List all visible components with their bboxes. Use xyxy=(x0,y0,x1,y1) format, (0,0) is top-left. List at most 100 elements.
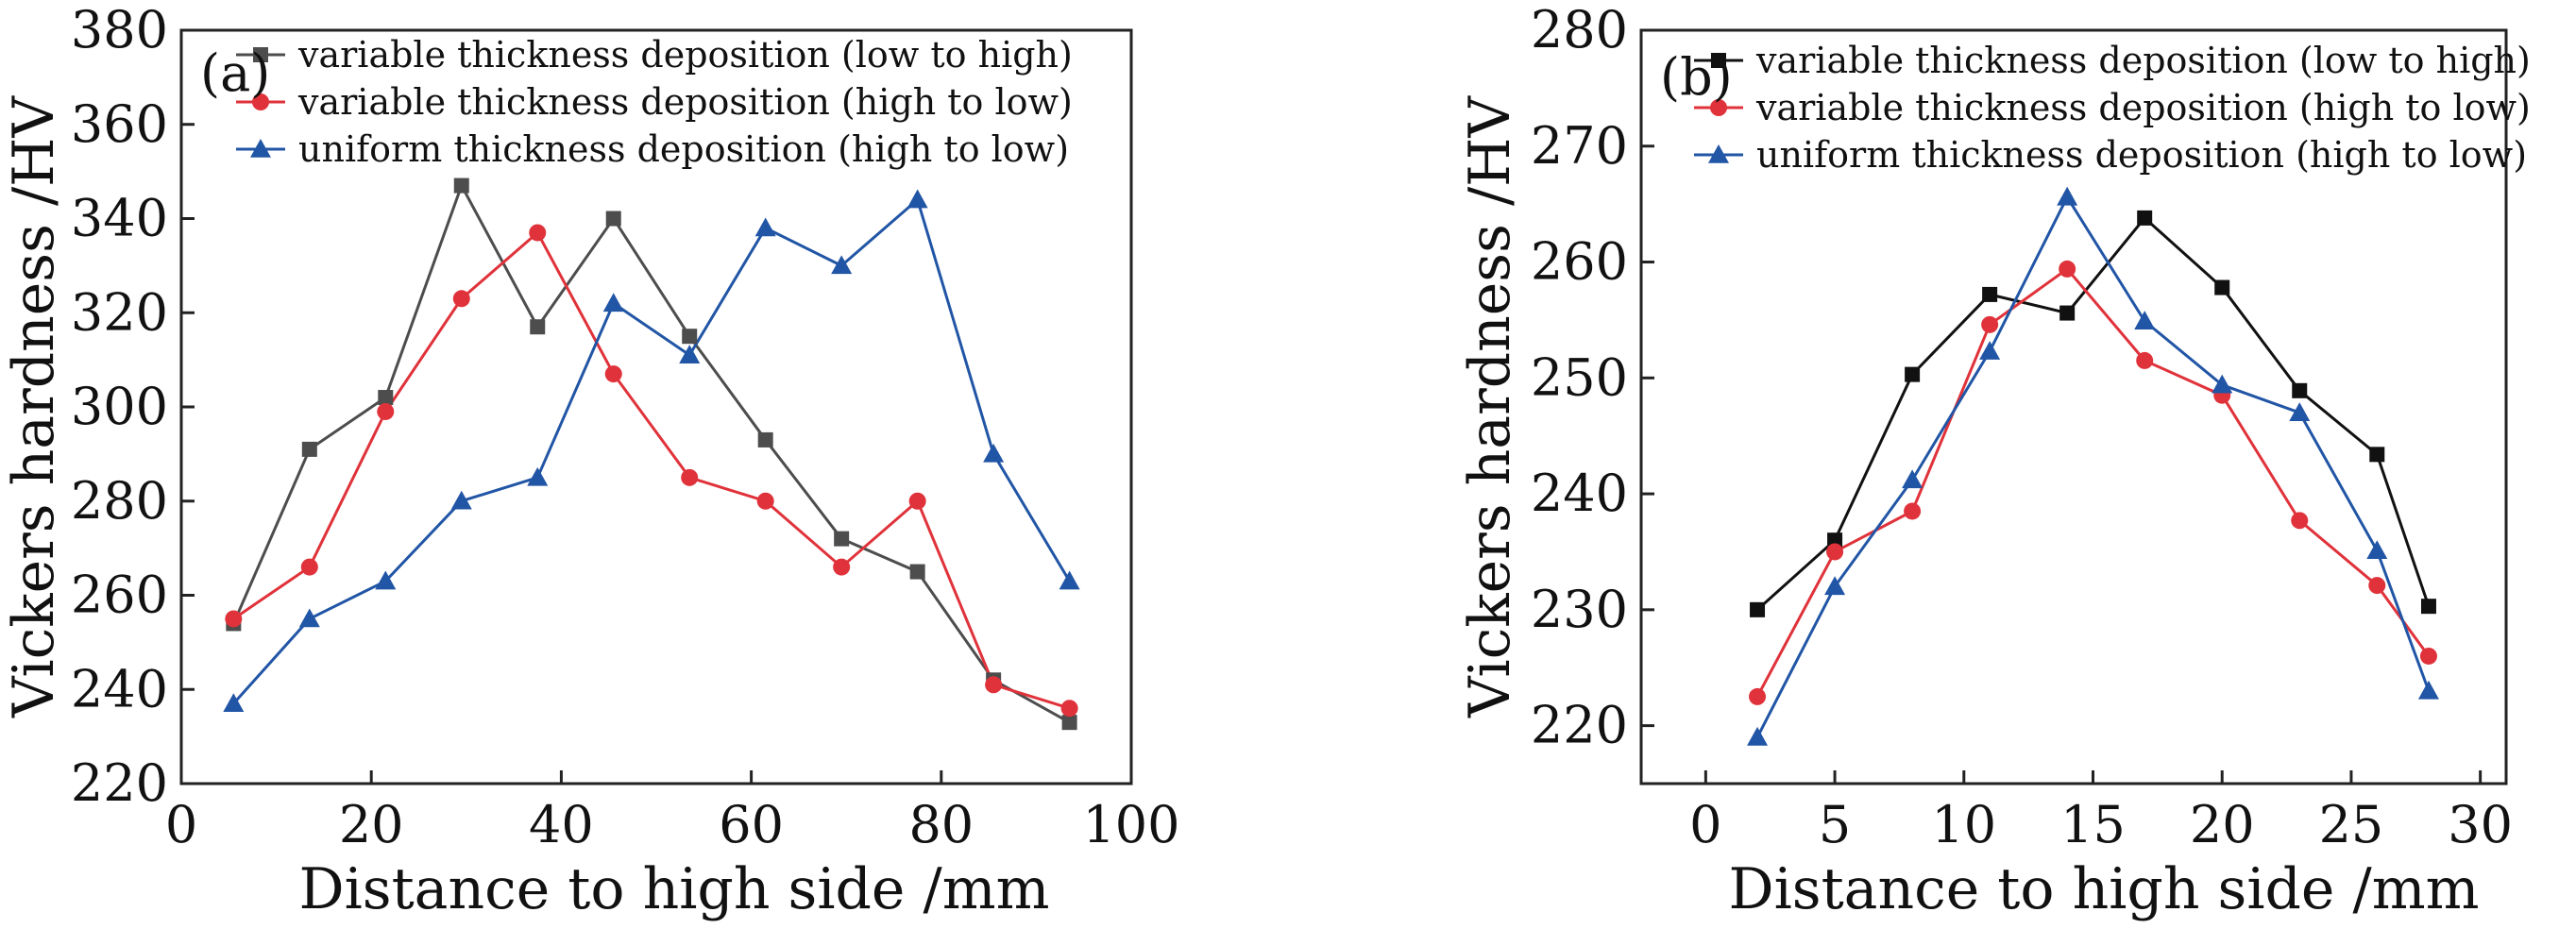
y-ticks: 220 240 260 280 300 320 340 360 380 xyxy=(71,0,195,813)
series-markers xyxy=(223,177,1080,731)
legend-marker xyxy=(1708,144,1729,163)
legend-marker xyxy=(252,93,269,110)
data-point xyxy=(756,492,774,510)
data-point xyxy=(1826,543,1844,561)
data-point xyxy=(907,189,928,209)
y-tick-label: 230 xyxy=(1531,580,1628,639)
data-point xyxy=(2368,577,2386,595)
x-axis-title: Distance to high side /mm xyxy=(1728,856,2479,922)
data-point xyxy=(682,329,698,345)
data-point xyxy=(2417,680,2439,700)
data-point xyxy=(453,177,469,194)
data-point xyxy=(452,290,470,308)
legend-label: variable thickness deposition (low to hi… xyxy=(297,34,1073,76)
data-point xyxy=(529,224,547,242)
data-point xyxy=(985,676,1003,694)
y-axis-title: Vickers hardness /HV xyxy=(1,95,67,718)
x-tick-label: 0 xyxy=(1689,795,1721,854)
data-point xyxy=(1060,700,1078,718)
data-point xyxy=(298,608,320,628)
legend-marker xyxy=(253,47,268,62)
x-tick-label: 40 xyxy=(529,795,594,854)
x-tick-label: 0 xyxy=(165,795,197,854)
data-point xyxy=(225,610,243,628)
y-tick-label: 380 xyxy=(71,0,168,59)
data-point xyxy=(527,466,549,486)
y-tick-label: 280 xyxy=(71,471,168,531)
legend-marker xyxy=(1711,53,1726,68)
y-tick-label: 260 xyxy=(1531,232,1628,292)
data-point xyxy=(754,217,776,237)
data-point xyxy=(450,490,472,510)
data-point xyxy=(2059,260,2076,278)
y-tick-label: 300 xyxy=(71,377,168,436)
series-line-3 xyxy=(232,196,1071,705)
y-tick-label: 220 xyxy=(1531,696,1628,755)
x-tick-label: 100 xyxy=(1082,795,1179,854)
data-point xyxy=(602,293,624,312)
x-tick-label: 60 xyxy=(719,795,784,854)
y-ticks: 220 230 240 250 260 270 280 xyxy=(1531,0,1654,755)
y-tick-label: 250 xyxy=(1531,347,1628,407)
data-point xyxy=(375,570,397,590)
x-tick-label: 30 xyxy=(2448,795,2513,854)
legend-label: uniform thickness deposition (high to lo… xyxy=(298,128,1069,170)
series-line-1 xyxy=(1756,215,2431,611)
x-tick-label: 15 xyxy=(2060,795,2126,854)
x-tick-label: 10 xyxy=(1931,795,1996,854)
data-point xyxy=(1827,532,1843,549)
data-point xyxy=(679,345,701,363)
x-tick-label: 20 xyxy=(339,795,404,854)
data-point xyxy=(983,443,1005,463)
data-point xyxy=(833,558,851,576)
data-point xyxy=(2057,186,2078,206)
x-ticks: 0 5 10 15 20 25 30 xyxy=(1689,770,2513,854)
series-markers xyxy=(1747,186,2439,746)
y-tick-label: 240 xyxy=(1531,464,1628,523)
data-point xyxy=(1981,315,1999,333)
series-lines xyxy=(1755,194,2431,738)
data-point xyxy=(300,558,318,576)
data-point xyxy=(2292,382,2308,398)
panel-label: (b) xyxy=(1660,47,1733,107)
x-tick-label: 5 xyxy=(1819,795,1851,854)
y-tick-label: 280 xyxy=(1531,0,1628,59)
x-tick-label: 80 xyxy=(908,795,974,854)
series-line-3 xyxy=(1755,194,2431,738)
data-point xyxy=(1982,286,1998,302)
y-tick-label: 270 xyxy=(1531,116,1628,176)
data-point xyxy=(2419,647,2437,665)
data-point xyxy=(1749,687,1767,705)
legend-label: variable thickness deposition (high to l… xyxy=(297,81,1073,123)
data-point xyxy=(377,402,395,420)
y-tick-label: 340 xyxy=(71,189,168,248)
y-tick-label: 320 xyxy=(71,282,168,342)
data-point xyxy=(831,255,853,275)
data-point xyxy=(530,319,546,335)
data-point xyxy=(757,431,773,448)
x-tick-label: 25 xyxy=(2319,795,2384,854)
data-point xyxy=(2212,374,2233,394)
data-point xyxy=(2366,540,2388,560)
data-point xyxy=(1979,341,2001,360)
data-point xyxy=(604,365,622,383)
legend-label: variable thickness deposition (low to hi… xyxy=(1755,40,2531,81)
data-point xyxy=(1904,502,1922,520)
series-lines xyxy=(231,181,1071,724)
data-point xyxy=(378,390,394,406)
data-point xyxy=(2291,512,2309,530)
y-axis-title: Vickers hardness /HV xyxy=(1457,95,1523,718)
y-tick-label: 220 xyxy=(71,753,168,813)
x-axis-title: Distance to high side /mm xyxy=(298,856,1049,922)
legend-label: variable thickness deposition (high to l… xyxy=(1755,87,2531,128)
y-tick-label: 240 xyxy=(71,659,168,718)
data-point xyxy=(834,531,850,547)
data-point xyxy=(1059,570,1080,590)
data-point xyxy=(1824,576,1846,596)
series-line-2 xyxy=(1755,266,2431,698)
panel-label: (a) xyxy=(200,43,270,103)
series-line-1 xyxy=(231,181,1071,724)
x-ticks: 0 20 40 60 80 100 xyxy=(165,770,1180,854)
